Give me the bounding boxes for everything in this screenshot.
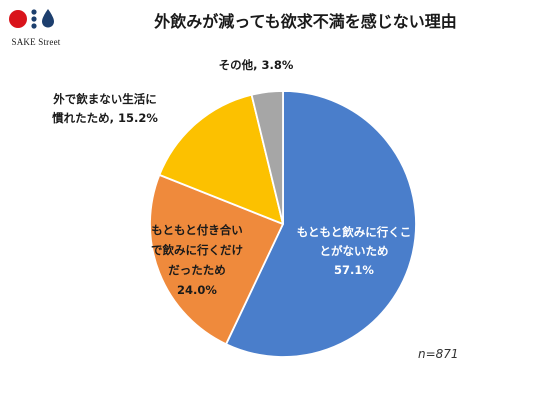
slice-label-2-line-1: 慣れたため, 15.2% (51, 111, 158, 125)
slice-label-3-line-0: その他, 3.8% (219, 58, 294, 72)
slice-label-0-line-1: とがないため (320, 244, 389, 258)
slice-label-2: 外で飲まない生活に慣れたため, 15.2% (51, 92, 158, 125)
slice-label-1: もともと付き合いで飲みに行くだけだったため 24.0% (151, 223, 243, 297)
pie-slice-1 (149, 173, 284, 346)
logo-dot-top (31, 9, 37, 15)
slice-label-0-line-2: 57.1% (334, 263, 374, 277)
slice-label-0-line-0: もともと飲みに行くこ (297, 225, 412, 239)
pie-labels: もともと飲みに行くことがないため 57.1% もともと付き合いで飲みに行くだけだった… (51, 58, 411, 297)
pie-slice-0 (225, 90, 417, 358)
pie-slice-2 (158, 93, 284, 225)
logo-red-circle (9, 10, 27, 28)
slice-label-2-line-0: 外で飲まない生活に (52, 92, 157, 106)
sake-street-logo: SAKE Street (4, 6, 68, 50)
logo-text: SAKE Street (11, 37, 61, 47)
slice-label-3: その他, 3.8% (219, 58, 294, 72)
chart-title: 外飲みが減っても欲求不満を感じない理由 (154, 12, 457, 31)
pie-slice-3 (250, 90, 284, 225)
slice-label-1-line-2: だったため (168, 263, 226, 277)
slice-label-1-line-0: もともと付き合い (151, 223, 243, 237)
slice-label-0: もともと飲みに行くことがないため 57.1% (297, 225, 412, 277)
slice-label-1-line-1: で飲みに行くだけ (151, 243, 243, 257)
pie-slices (149, 90, 417, 358)
slice-label-1-line-3: 24.0% (177, 283, 217, 297)
logo-drop-icon (42, 9, 54, 28)
logo-dot-bottom (31, 23, 37, 29)
sample-size-note: n=871 (418, 347, 459, 361)
logo-dot-middle (31, 16, 37, 22)
logo-mark (9, 9, 54, 29)
